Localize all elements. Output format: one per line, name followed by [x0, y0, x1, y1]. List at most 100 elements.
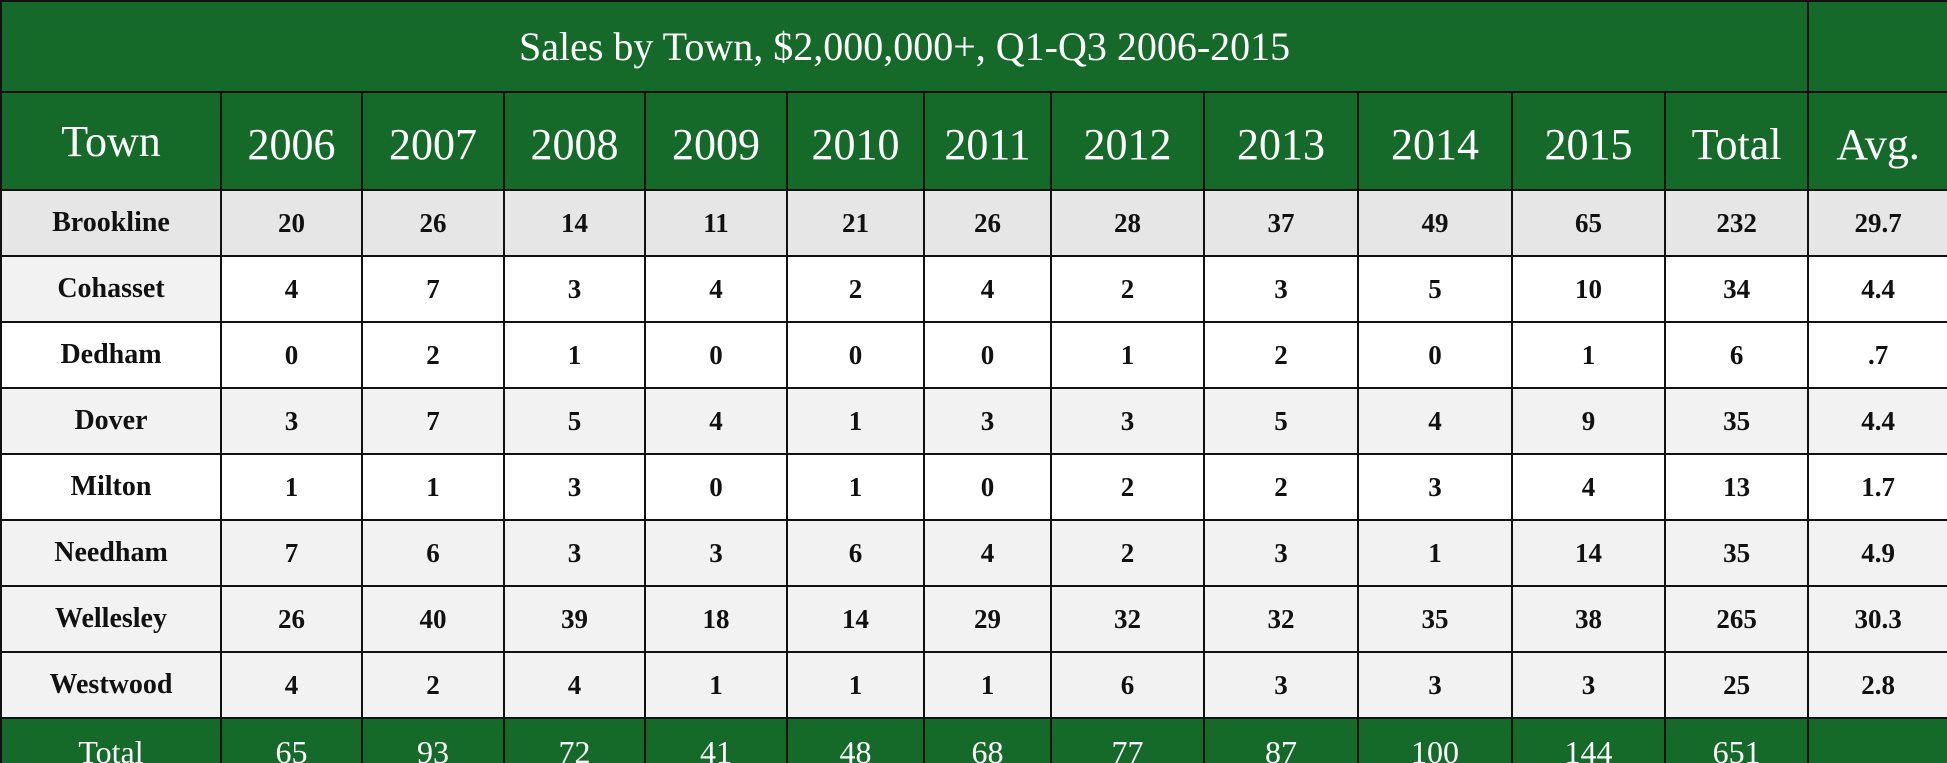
empty-cell [1807, 0, 1947, 93]
total-cell: 93 [361, 717, 505, 763]
data-cell: 14 [503, 189, 646, 257]
data-cell: 265 [1663, 585, 1810, 653]
data-cell: 1 [644, 651, 788, 719]
data-cell: 35 [1663, 519, 1810, 587]
data-cell: 3 [1203, 255, 1359, 323]
data-cell: 11 [644, 189, 788, 257]
data-cell: 0 [923, 321, 1052, 389]
data-row: Brookline 20 26 14 11 21 26 28 37 49 65 232 29.7 [0, 189, 1947, 257]
data-cell: 0 [644, 321, 788, 389]
town-name: Dover [0, 387, 222, 455]
data-cell: 3 [923, 387, 1052, 455]
total-cell: 65 [220, 717, 363, 763]
data-cell: 1 [1357, 519, 1513, 587]
data-cell: 13 [1663, 453, 1810, 521]
data-cell: 37 [1203, 189, 1359, 257]
total-row: Total 65 93 72 41 48 68 77 87 100 144 651 [0, 717, 1947, 763]
column-header: 2008 [503, 91, 646, 191]
data-cell: 2 [1050, 255, 1205, 323]
data-cell: 7 [361, 255, 505, 323]
data-row: Needham 7 6 3 3 6 4 2 3 1 14 35 4.9 [0, 519, 1947, 587]
data-cell: 4 [220, 651, 363, 719]
title-row: Sales by Town, $2,000,000+, Q1-Q3 2006-2… [0, 0, 1947, 93]
data-cell: 3 [1050, 387, 1205, 455]
data-cell: 30.3 [1807, 585, 1947, 653]
data-cell: 39 [503, 585, 646, 653]
empty-cell [1807, 717, 1947, 763]
data-cell: 6 [786, 519, 925, 587]
data-row: Dover 3 7 5 4 1 3 3 5 4 9 35 4.4 [0, 387, 1947, 455]
data-cell: 3 [644, 519, 788, 587]
data-cell: 7 [361, 387, 505, 455]
data-cell: 1.7 [1807, 453, 1947, 521]
data-cell: 32 [1203, 585, 1359, 653]
data-cell: 0 [923, 453, 1052, 521]
data-cell: 26 [923, 189, 1052, 257]
total-cell: 651 [1663, 717, 1810, 763]
total-cell: Total [0, 717, 222, 763]
column-header: 2013 [1203, 91, 1359, 191]
town-name: Milton [0, 453, 222, 521]
data-cell: 2.8 [1807, 651, 1947, 719]
data-cell: 3 [1511, 651, 1666, 719]
data-cell: 1 [1050, 321, 1205, 389]
data-cell: 2 [786, 255, 925, 323]
data-cell: 1 [503, 321, 646, 389]
data-row: Milton 1 1 3 0 1 0 2 2 3 4 13 1.7 [0, 453, 1947, 521]
data-cell: 2 [1203, 321, 1359, 389]
data-cell: 232 [1663, 189, 1810, 257]
data-cell: 4.4 [1807, 387, 1947, 455]
data-row: Wellesley 26 40 39 18 14 29 32 32 35 38 265 30.3 [0, 585, 1947, 653]
total-cell: 144 [1511, 717, 1666, 763]
data-cell: 34 [1663, 255, 1810, 323]
data-cell: 3 [503, 453, 646, 521]
total-cell: 72 [503, 717, 646, 763]
data-cell: 32 [1050, 585, 1205, 653]
data-cell: 49 [1357, 189, 1513, 257]
data-cell: 2 [1050, 519, 1205, 587]
total-cell: 68 [923, 717, 1052, 763]
total-cell: 77 [1050, 717, 1205, 763]
data-cell: 14 [786, 585, 925, 653]
column-header: 2015 [1511, 91, 1666, 191]
column-header: Town [0, 91, 222, 191]
data-cell: 0 [220, 321, 363, 389]
data-cell: 0 [786, 321, 925, 389]
column-header: 2006 [220, 91, 363, 191]
data-cell: 29 [923, 585, 1052, 653]
data-cell: 3 [503, 519, 646, 587]
data-row: Westwood 4 2 4 1 1 1 6 3 3 3 25 2.8 [0, 651, 1947, 719]
data-cell: 1 [786, 651, 925, 719]
data-cell: 3 [1357, 651, 1513, 719]
data-cell: 25 [1663, 651, 1810, 719]
data-row: Dedham 0 2 1 0 0 0 1 2 0 1 6.7 [0, 321, 1947, 389]
data-cell: 5 [1357, 255, 1513, 323]
data-cell: 4 [1511, 453, 1666, 521]
town-name: Brookline [0, 189, 222, 257]
data-cell: 6 [361, 519, 505, 587]
data-cell: 3 [1203, 651, 1359, 719]
town-name: Wellesley [0, 585, 222, 653]
data-cell: 28 [1050, 189, 1205, 257]
data-cell: .7 [1807, 321, 1947, 389]
data-cell: 3 [503, 255, 646, 323]
table-title: Sales by Town, $2,000,000+, Q1-Q3 2006-2… [0, 0, 1810, 93]
data-cell: 0 [1357, 321, 1513, 389]
data-cell: 6 [1663, 321, 1810, 389]
column-header: 2009 [644, 91, 788, 191]
data-cell: 4 [644, 387, 788, 455]
column-header: 2012 [1050, 91, 1205, 191]
total-cell: 41 [644, 717, 788, 763]
data-cell: 14 [1511, 519, 1666, 587]
data-cell: 3 [1203, 519, 1359, 587]
data-cell: 0 [644, 453, 788, 521]
total-cell: 100 [1357, 717, 1513, 763]
column-header: Total [1663, 91, 1810, 191]
town-name: Dedham [0, 321, 222, 389]
data-cell: 5 [503, 387, 646, 455]
town-name: Needham [0, 519, 222, 587]
data-cell: 2 [361, 651, 505, 719]
data-cell: 65 [1511, 189, 1666, 257]
data-cell: 20 [220, 189, 363, 257]
